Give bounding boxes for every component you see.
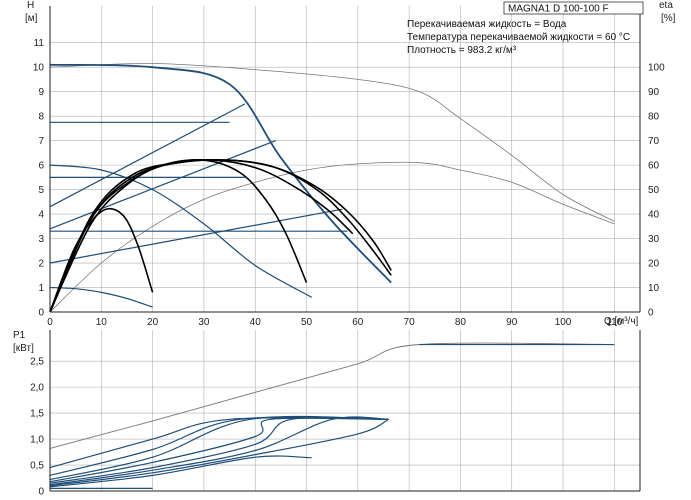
y-tick-label-head: 11 (34, 38, 45, 49)
y2-axis-unit-eta: [%] (661, 13, 676, 24)
power-curve-speed-1 (49, 417, 389, 469)
chart-title: MAGNA1 D 100-100 F (508, 4, 609, 15)
y2-tick-label-eta: 40 (648, 210, 660, 221)
x-tick-label: 10 (96, 317, 108, 328)
y-tick-label-head: 2 (38, 259, 44, 270)
y-tick-label-power: 1,5 (30, 409, 44, 420)
x-tick-label: 30 (198, 317, 210, 328)
y2-tick-label-eta: 70 (648, 136, 660, 147)
y-axis-unit-power: [кВт] (13, 343, 34, 354)
y-axis-unit-head: [м] (25, 13, 38, 24)
efficiency-curves (49, 63, 615, 313)
info-line-temperature: Температура перекачиваемой жидкости = 60… (407, 32, 630, 43)
x-tick-label: 90 (506, 317, 518, 328)
head-curve-speed-8 (49, 286, 153, 308)
y-tick-label-power: 2,0 (30, 383, 44, 394)
head-curve-auto-13 (49, 159, 392, 313)
x-tick-label: 70 (404, 317, 416, 328)
head-grid (49, 6, 640, 313)
head-curve-auto-10 (49, 159, 308, 313)
y-axis-title-head: H (27, 0, 34, 11)
y2-tick-label-eta: 50 (648, 185, 660, 196)
x-tick-label: 50 (301, 317, 313, 328)
y-tick-label-head: 0 (38, 308, 44, 319)
chart-title-box (503, 1, 644, 15)
power-grid (49, 330, 640, 492)
y-tick-label-head: 9 (38, 87, 44, 98)
y2-axis-title-eta: eta (659, 0, 673, 11)
y-tick-label-head: 6 (38, 161, 44, 172)
y2-tick-label-eta: 60 (648, 161, 660, 172)
y2-tick-label-eta: 80 (648, 112, 660, 123)
y-tick-label-power: 2,5 (30, 357, 44, 368)
y-axis-title-power: P1 (13, 330, 26, 341)
head-curve-proportional-pressure-6 (49, 208, 343, 264)
head-curve-proportional-pressure-5 (49, 140, 276, 230)
head-curve-proportional-pressure-4 (49, 103, 246, 208)
info-line-density: Плотность = 983.2 кг/м³ (407, 45, 517, 56)
efficiency-curve-0 (49, 161, 615, 313)
head-curve-auto-9 (49, 207, 154, 313)
head-curve-max-0 (49, 63, 392, 284)
y-tick-label-power: 0,5 (30, 461, 44, 472)
y-tick-label-head: 5 (38, 185, 44, 196)
y-tick-label-power: 1,0 (30, 435, 44, 446)
x-tick-label: 0 (47, 317, 53, 328)
power-curve-max-0 (49, 342, 615, 449)
y-tick-label-head: 7 (38, 136, 44, 147)
x-tick-label: 40 (250, 317, 262, 328)
x-tick-label: 80 (455, 317, 467, 328)
y-tick-label-head: 1 (38, 283, 44, 294)
y-tick-label-power: 0 (38, 487, 44, 498)
y-tick-label-head: 3 (38, 234, 44, 245)
head-curves (49, 63, 392, 313)
y2-tick-label-eta: 20 (648, 259, 660, 270)
power-curve-speed-5 (49, 416, 389, 484)
tick-labels: 0 10 20 30 40 50 60 70 80 90 100 110012345678910110… (30, 38, 665, 497)
power-curve-speed-8 (49, 455, 312, 488)
power-curve-speed-7 (49, 418, 389, 487)
head-curve-speed-7 (49, 164, 312, 298)
power-curve-speed-2 (49, 416, 389, 476)
x-tick-label: 20 (147, 317, 159, 328)
y2-tick-label-eta: 90 (648, 87, 660, 98)
y2-tick-label-eta: 10 (648, 283, 660, 294)
y2-tick-label-eta: 30 (648, 234, 660, 245)
y-tick-label-head: 10 (33, 63, 45, 74)
x-axis-unit: Q [м³/ч] (604, 316, 639, 327)
x-tick-label: 110 (606, 317, 622, 328)
power-curve-speed-3 (49, 415, 389, 481)
x-tick-label: 100 (555, 317, 572, 328)
efficiency-curve-1 (49, 63, 615, 222)
y-tick-label-head: 4 (38, 210, 44, 221)
x-tick-label: 60 (352, 317, 364, 328)
y-tick-label-head: 8 (38, 112, 44, 123)
power-curves (49, 342, 615, 489)
y2-tick-label-eta: 100 (648, 63, 665, 74)
info-line-liquid: Перекачиваемая жидкость = Вода (407, 19, 567, 30)
y2-tick-label-eta: 0 (648, 308, 654, 319)
axes (49, 6, 641, 492)
power-curve-speed-6 (49, 416, 389, 486)
